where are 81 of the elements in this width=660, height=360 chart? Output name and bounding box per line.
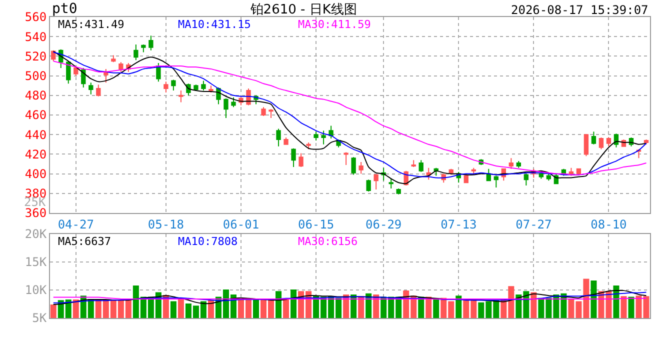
candlestick	[644, 139, 649, 145]
y-tick-label: 520	[24, 49, 47, 64]
y-tick-label: 420	[24, 147, 47, 162]
y-tick-label: 440	[24, 128, 47, 142]
text: MA30:6156	[298, 235, 358, 248]
candlestick	[104, 68, 108, 84]
candlestick	[388, 178, 394, 189]
text: MA30:411.59	[298, 18, 371, 31]
candlestick	[366, 179, 371, 192]
candlestick	[591, 131, 596, 145]
text: MA5:6637	[58, 235, 111, 248]
candlestick	[134, 44, 138, 61]
y-tick-label: 460	[24, 108, 47, 122]
candlestick	[471, 167, 476, 176]
candlestick	[396, 188, 401, 195]
candlestick	[411, 160, 416, 168]
y-tick-label: 500	[24, 69, 47, 83]
text: MA10:431.15	[178, 18, 251, 31]
candlestick	[614, 133, 619, 148]
candlestick	[358, 162, 364, 174]
x-tick-label: 07-13	[440, 217, 477, 232]
candlestick	[524, 173, 529, 186]
candlestick	[306, 142, 311, 150]
candlestick	[164, 81, 168, 93]
candlestick	[576, 168, 582, 176]
y-tick-label: 15K	[24, 255, 48, 270]
candlestick	[584, 134, 589, 157]
candlestick	[508, 158, 514, 170]
candlestick	[201, 80, 206, 91]
candlestick	[261, 106, 266, 116]
y-tick-label: 480	[24, 88, 47, 103]
candlestick	[328, 125, 334, 140]
y-tick-label: 10K	[24, 283, 48, 298]
candlestick	[314, 131, 318, 141]
candlestick	[351, 156, 356, 176]
candlestick	[568, 167, 574, 176]
y-tick-label: 560	[24, 10, 47, 24]
y-tick-label: 400	[24, 167, 47, 181]
candlestick	[298, 152, 304, 168]
y-tick-label: 5K	[32, 311, 48, 326]
y-tick-label: 360	[24, 206, 47, 220]
candlestick	[374, 174, 378, 190]
candlestick	[96, 84, 101, 97]
annotation: 2026-08-17 15:39:07	[511, 3, 648, 17]
x-tick-label: 06-15	[298, 217, 334, 232]
candlestick	[321, 130, 326, 145]
candlestick	[344, 152, 348, 166]
chart-title: 铂2610 - 日K线图	[249, 2, 357, 18]
candlestick	[224, 98, 228, 118]
candlestick	[268, 108, 274, 118]
candlestick	[231, 96, 236, 108]
y-tick-label: 540	[24, 30, 47, 44]
x-tick-label: 04-27	[58, 217, 94, 232]
candlestick	[178, 90, 184, 103]
candlestick	[494, 175, 498, 188]
candlestick	[418, 160, 424, 172]
annotation: pt0	[52, 1, 78, 17]
candlestick	[291, 148, 296, 168]
candlestick	[156, 62, 161, 82]
candlestick	[118, 62, 124, 72]
x-tick-label: 06-01	[222, 217, 260, 232]
series-label: MA5:431.49	[58, 18, 124, 31]
candlestick	[88, 82, 94, 95]
text: MA10:7808	[178, 235, 238, 248]
candlestick	[171, 79, 176, 91]
candlestick	[426, 167, 431, 180]
x-tick-label: 07-27	[516, 217, 552, 232]
candlestick	[148, 35, 154, 51]
candlestick	[276, 128, 281, 147]
candlestick	[141, 44, 146, 53]
candlestick	[606, 137, 612, 147]
candlestick	[598, 137, 604, 150]
y-tick-label: 20K	[24, 227, 48, 242]
x-tick-label: 08-10	[590, 217, 627, 232]
candlestick	[111, 54, 116, 63]
candlestick	[284, 137, 288, 145]
candlestick	[208, 85, 214, 93]
candlestick	[194, 84, 198, 91]
x-tick-label: 06-29	[366, 217, 402, 232]
x-tick-label: 05-18	[148, 217, 184, 232]
candlestick	[516, 160, 522, 168]
